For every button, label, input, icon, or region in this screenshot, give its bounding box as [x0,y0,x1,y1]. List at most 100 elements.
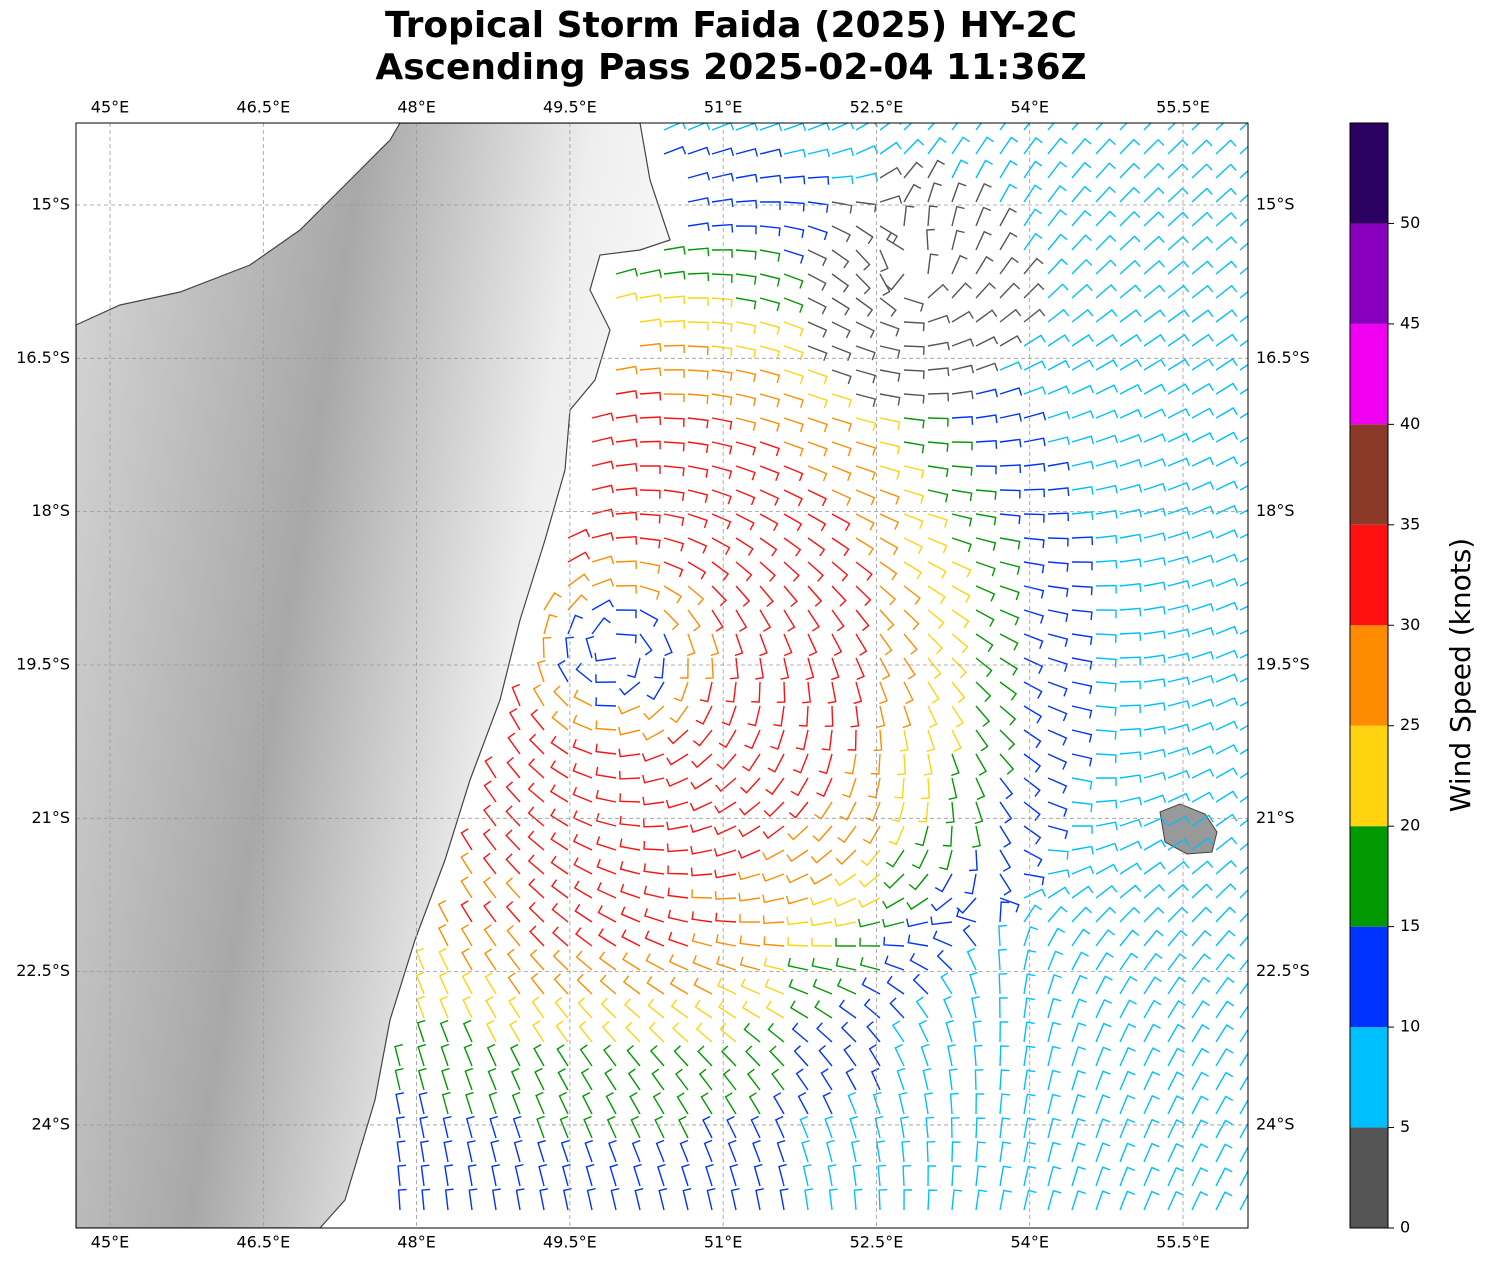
colorbar-tick-label: 35 [1400,514,1420,533]
wind-barb [1143,1023,1161,1043]
wind-barb [439,995,449,1019]
wind-barb [1095,138,1116,155]
wind-barb [975,489,997,500]
wind-barb [687,297,709,306]
wind-barb [1239,193,1248,203]
wind-barb [1215,553,1239,563]
wind-barb [759,537,778,557]
wind-barb [831,489,852,506]
wind-barb [663,369,685,378]
wind-barb [975,657,993,678]
x-tick-label: 45°E [91,1233,129,1252]
wind-barb [999,729,1016,751]
wind-barb [1143,861,1166,875]
wind-barb [1215,649,1239,659]
wind-barb [679,1139,689,1163]
wind-barb [1215,906,1236,923]
wind-barb [530,972,545,995]
wind-barb [1071,865,1095,875]
wind-barb [849,1115,859,1139]
wind-barb [639,318,662,328]
wind-barb [1191,1095,1209,1115]
wind-barb [827,1164,837,1187]
wind-barb [1119,210,1141,227]
wind-barb [1167,211,1189,227]
wind-barb [484,948,497,971]
wind-barb [695,1022,713,1043]
wind-barb [999,873,1012,896]
wind-barb [879,123,902,131]
wind-barb [639,293,662,303]
wind-barb [930,916,953,926]
wind-barb [783,465,804,482]
wind-barb [609,1163,619,1187]
wind-barb [759,441,780,457]
wind-barb [442,1116,452,1139]
wind-barb [783,369,804,385]
wind-barb [1167,1166,1184,1187]
wind-barb [1239,436,1248,443]
wind-barb [553,685,569,707]
wind-barb [1071,1118,1086,1139]
wind-barb [1191,578,1215,588]
wind-barb [1191,382,1214,395]
wind-barb [969,971,978,995]
wind-barb [1239,145,1248,155]
wind-barb [816,777,833,798]
wind-barb [1119,1046,1136,1067]
wind-barb [639,489,661,499]
x-tick-label: 48°E [397,1233,435,1252]
wind-barb [642,729,665,741]
wind-barb [878,1189,888,1211]
wind-barb [1023,873,1045,886]
wind-barb [765,777,785,796]
wind-barb [835,937,857,947]
wind-barb [1191,187,1213,203]
wind-barb [718,729,737,749]
wind-barb [1095,186,1116,203]
wind-barb [1095,657,1117,668]
wind-barb [847,1091,857,1115]
wind-barb [1047,512,1069,522]
wind-barb [770,729,785,750]
wind-barb [999,1045,1009,1067]
wind-barb [807,465,828,482]
wind-barb [898,1092,908,1115]
wind-barb [460,828,473,851]
wind-barb [1191,1071,1209,1091]
wind-barb [850,1140,860,1163]
wind-barb [839,801,857,821]
wind-barb [711,123,735,131]
wind-barb [642,774,665,784]
wind-barb [838,999,857,1019]
wind-barb [807,369,828,385]
wind-barb [1023,257,1044,275]
wind-barb [1215,187,1237,203]
wind-barb [795,1068,809,1091]
wind-barb [1215,1047,1234,1067]
wind-barb [972,1020,982,1043]
wind-barb [506,924,521,947]
wind-barb [735,489,756,506]
wind-barb [1143,187,1165,203]
wind-barb [1215,431,1239,443]
wind-barb [1191,976,1211,995]
wind-barb [505,853,521,875]
wind-barb [595,697,617,707]
wind-barb [999,136,1019,155]
wind-barb [1023,585,1045,599]
wind-barb [560,1139,570,1163]
wind-barb [687,441,709,454]
wind-barb [1215,382,1238,395]
wind-barb [966,947,977,971]
wind-barb [702,1115,713,1139]
wind-barb [1071,825,1093,834]
wind-barb [1191,1119,1209,1139]
wind-barb [844,753,857,775]
wind-barb [465,1115,475,1139]
wind-barb [810,849,833,864]
wind-barb [951,310,974,323]
wind-barb [663,417,685,427]
wind-barb [899,729,909,752]
y-tick-label: 15°S [1256,194,1295,213]
